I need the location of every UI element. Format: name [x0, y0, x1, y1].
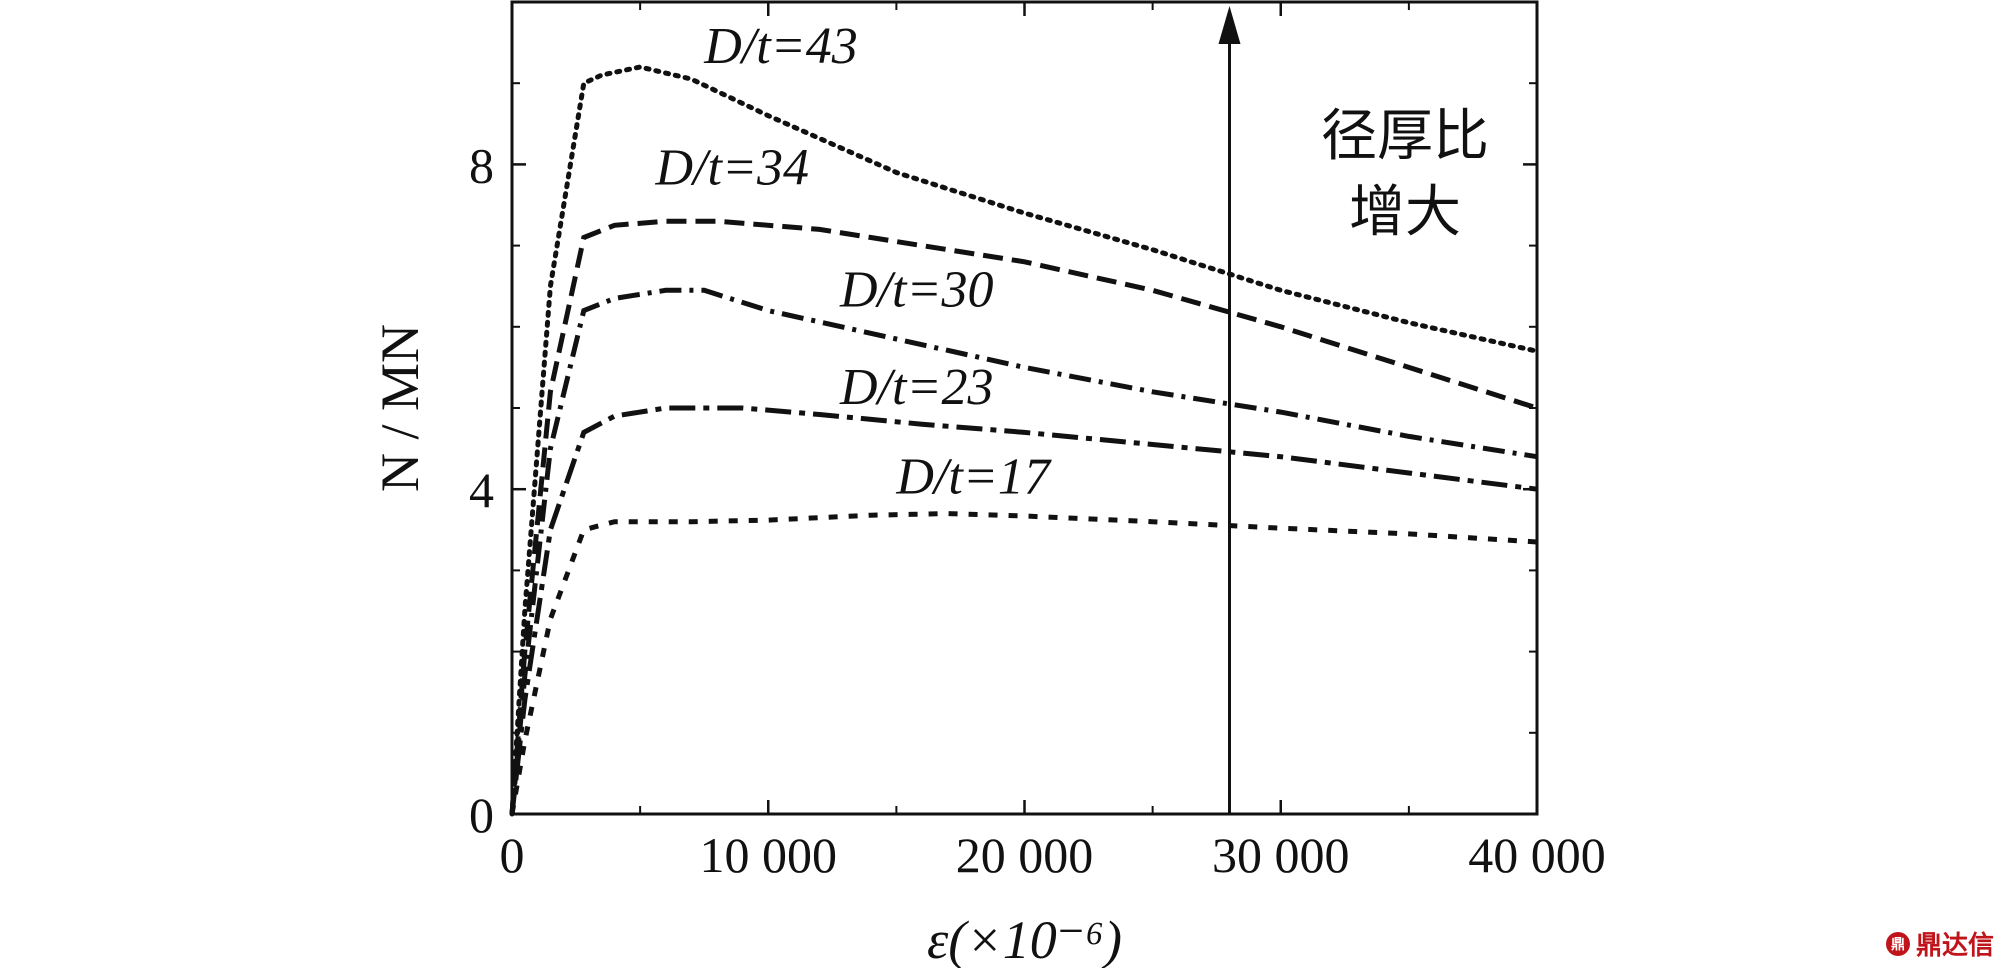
series-label: D/t=43 [703, 18, 858, 75]
series-line [509, 64, 1540, 817]
x-tick-label: 40 000 [1468, 827, 1606, 883]
y-axis-label: N / MN [370, 324, 430, 492]
series-label: D/t=17 [895, 448, 1052, 505]
x-tick-label: 30 000 [1212, 827, 1350, 883]
y-tick-label: 8 [469, 137, 494, 193]
x-tick-label: 0 [500, 827, 525, 883]
series-line [509, 405, 1538, 815]
series-line [509, 218, 1538, 815]
watermark-logo-icon: 鼎 [1885, 931, 1910, 956]
x-tick-label: 10 000 [700, 827, 838, 883]
annotation-label: 增大 [1349, 180, 1461, 245]
series-line [509, 287, 1538, 815]
x-axis-label: ε(×10⁻⁶) [927, 910, 1122, 968]
y-tick-label: 4 [469, 462, 494, 518]
series-label: D/t=34 [655, 140, 810, 197]
x-tick-label: 20 000 [956, 827, 1094, 883]
series-label: D/t=23 [839, 359, 994, 416]
y-tick-label: 0 [469, 787, 494, 843]
annotation-label: 径厚比 [1321, 104, 1489, 169]
annotation-arrow-head-icon [1218, 6, 1241, 44]
series-label: D/t=30 [839, 262, 994, 319]
plot-area: 0 10 000 20 000 30 000 40 000 0 4 8 ε(×10⁻⁶) N / … [370, 0, 1606, 968]
series-line [509, 511, 1538, 815]
watermark-text: 鼎达信 [1915, 931, 1994, 961]
watermark: 鼎 鼎达信 [1885, 925, 1994, 962]
